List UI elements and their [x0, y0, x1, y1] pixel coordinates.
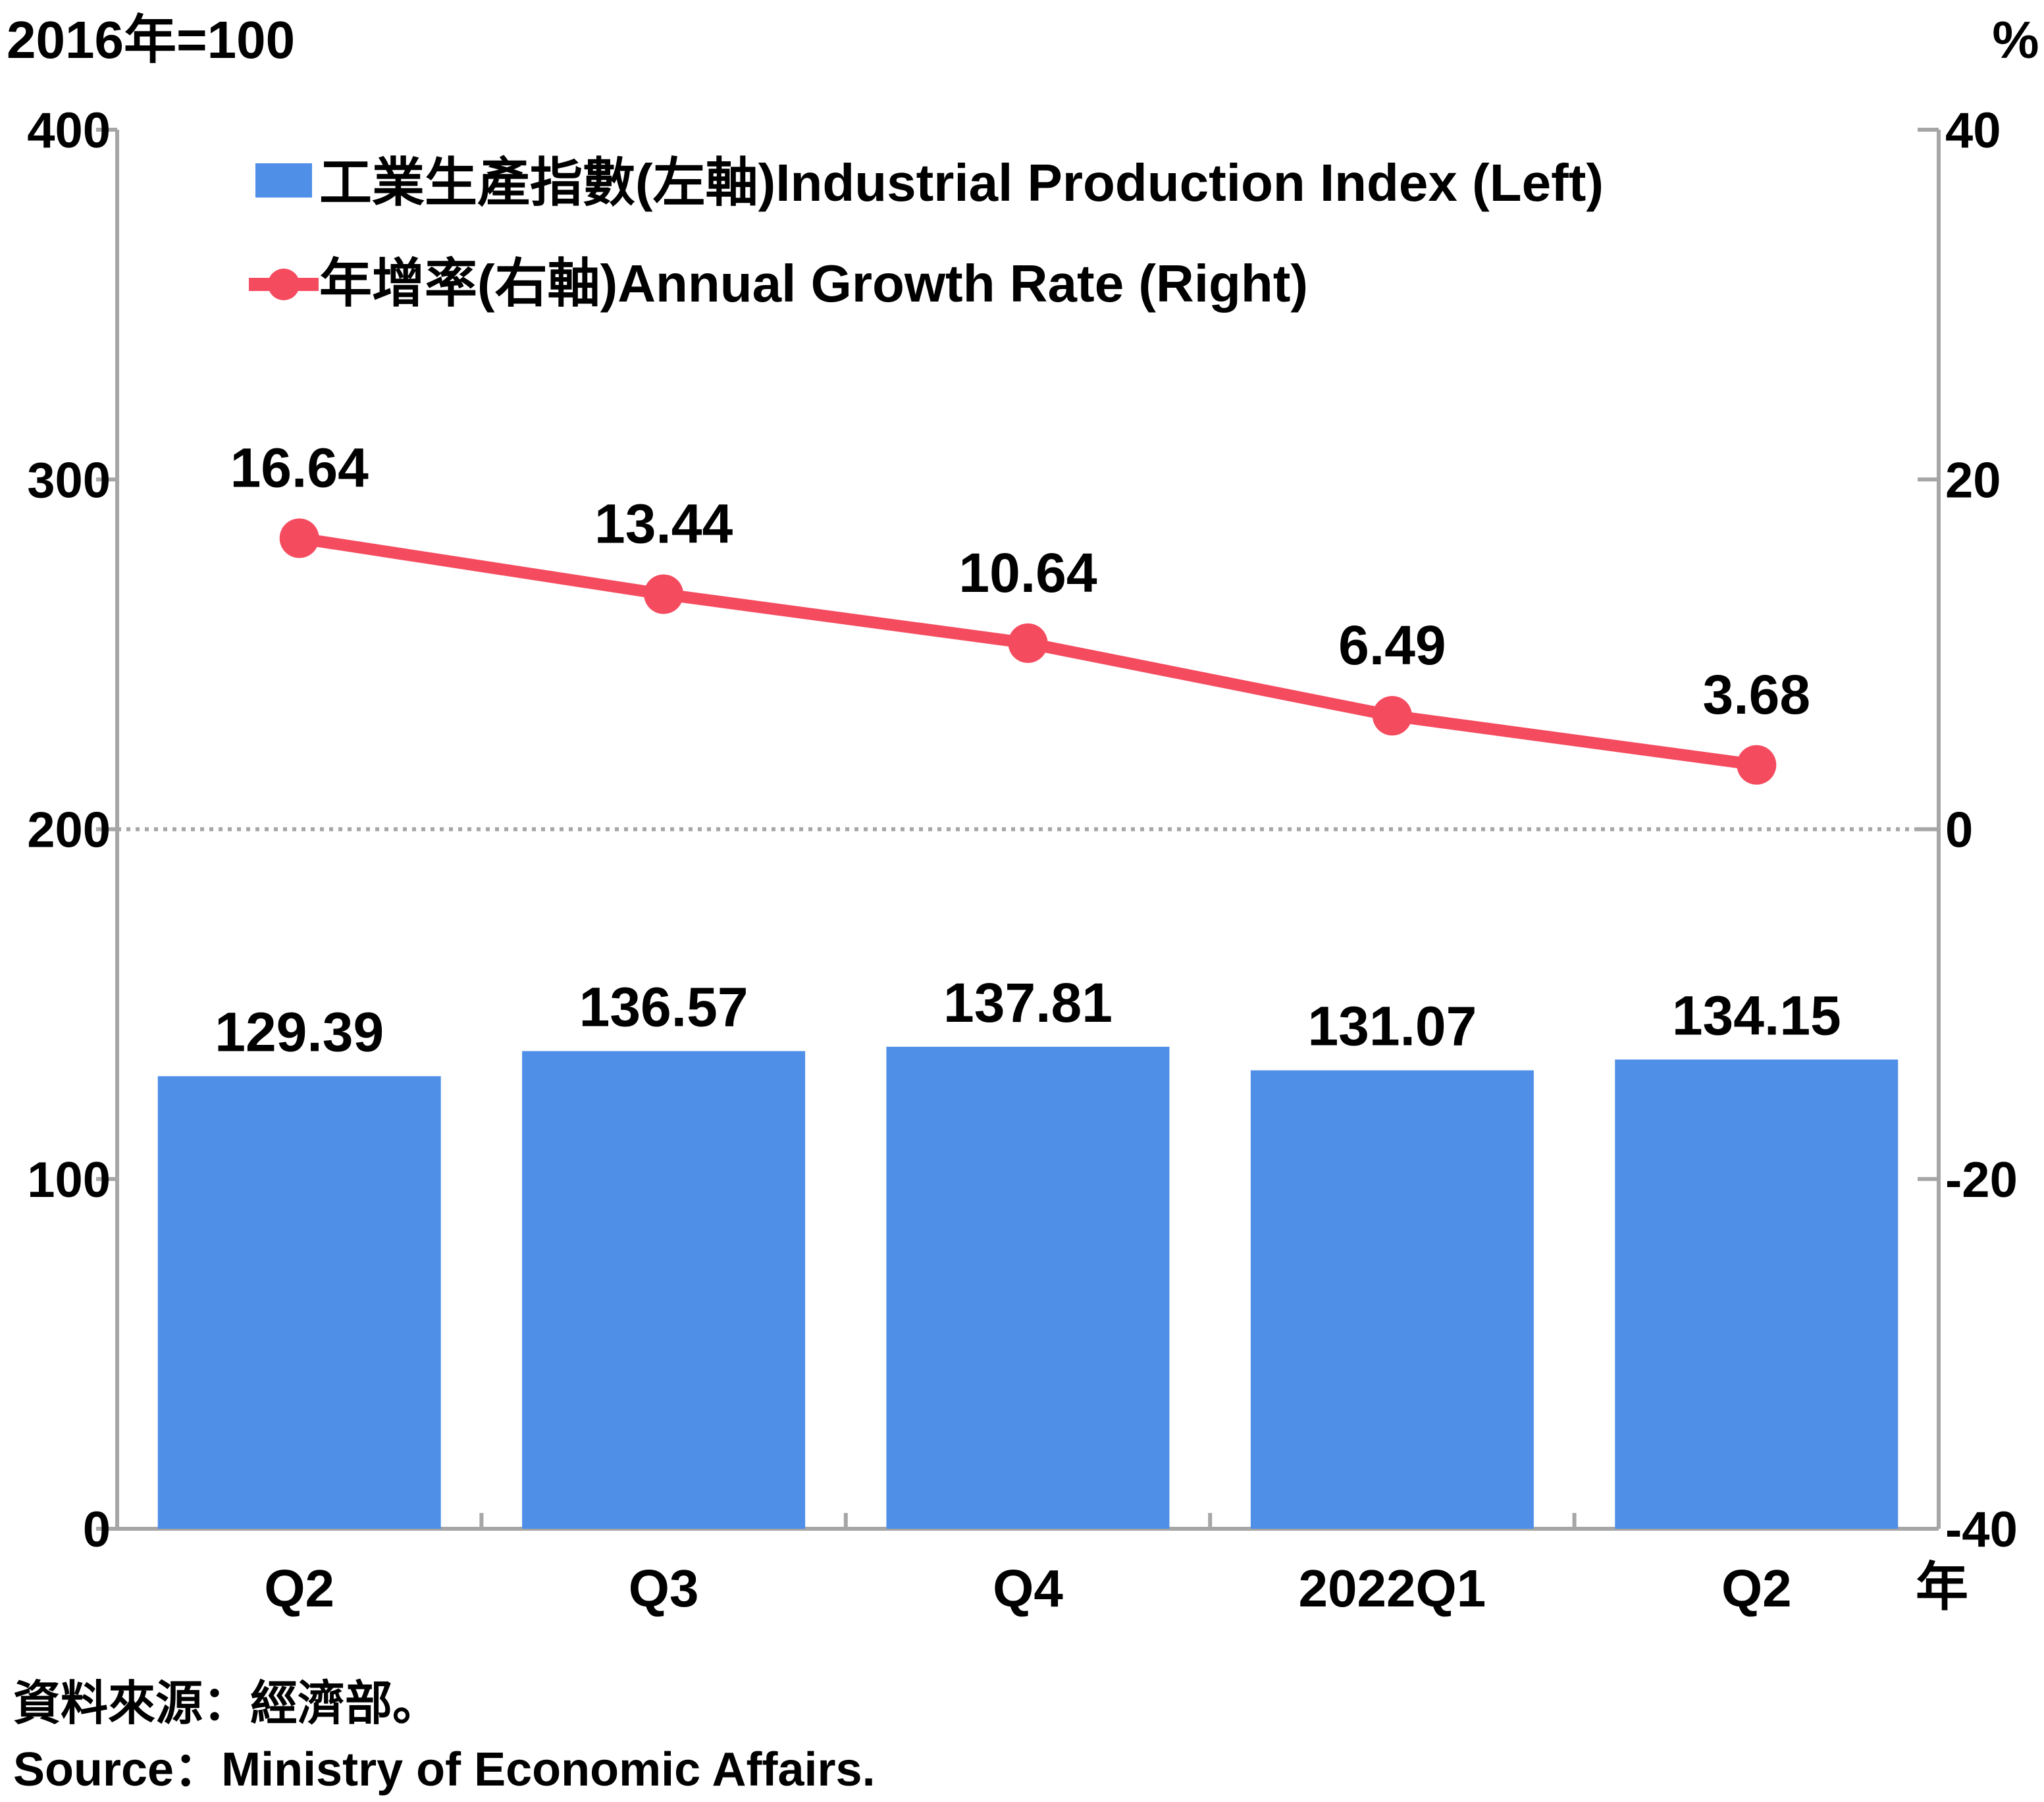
bar-series: [157, 1046, 1899, 1529]
bar-value-label: 136.57: [579, 976, 748, 1038]
legend-bar-swatch: [255, 163, 312, 198]
legend-bar-label: 工業生產指數(左軸)Industrial Production Index (L…: [319, 153, 1604, 212]
bar: [522, 1051, 806, 1529]
left-axis-tick-label: 0: [83, 1502, 111, 1558]
right-axis-tick-label: 20: [1945, 452, 2001, 508]
x-axis-unit: 年: [1916, 1558, 1968, 1616]
left-axis-tick-label: 200: [27, 803, 111, 859]
left-axis-tick-label: 400: [27, 103, 111, 159]
data-labels: 129.39 136.57 137.81 131.07 134.15 16.64 13.44…: [215, 437, 1841, 1063]
right-axis-tick-label: -20: [1945, 1152, 2018, 1208]
growth-point: [1737, 745, 1777, 785]
bar-value-label: 131.07: [1307, 995, 1477, 1057]
x-axis-category-label: 2022Q1: [1299, 1559, 1486, 1618]
bar-value-label: 134.15: [1672, 984, 1841, 1046]
x-axis-category-label: Q2: [1721, 1559, 1792, 1618]
right-axis-unit: %: [1992, 11, 2039, 69]
bar: [1250, 1070, 1534, 1529]
right-axis-tick-label: 40: [1945, 103, 2001, 159]
legend: 工業生產指數(左軸)Industrial Production Index (L…: [249, 153, 1604, 313]
bar: [157, 1076, 441, 1529]
growth-value-label: 16.64: [230, 437, 369, 499]
growth-point: [279, 518, 319, 558]
growth-point: [644, 574, 684, 614]
bar-value-label: 137.81: [943, 972, 1113, 1034]
growth-value-label: 6.49: [1338, 614, 1446, 676]
bar-value-label: 129.39: [215, 1001, 384, 1063]
legend-line-marker: [268, 269, 300, 300]
right-axis-tick-label: 0: [1945, 803, 1973, 859]
left-axis-tick-label: 300: [27, 452, 111, 508]
x-axis-category-label: Q4: [993, 1559, 1063, 1618]
bar: [886, 1046, 1170, 1529]
growth-point: [1372, 696, 1412, 736]
left-axis-tick-label: 100: [27, 1152, 111, 1208]
line-series: [279, 518, 1777, 785]
source-en: Source：Ministry of Economic Affairs.: [13, 1743, 876, 1796]
growth-value-label: 13.44: [594, 493, 733, 555]
source-zh: 資料來源：經濟部。: [13, 1678, 440, 1730]
legend-line-label: 年增率(右軸)Annual Growth Rate (Right): [319, 254, 1308, 313]
growth-value-label: 10.64: [958, 542, 1097, 604]
bar: [1615, 1059, 1899, 1529]
growth-value-label: 3.68: [1703, 664, 1811, 726]
right-axis-tick-label: -40: [1945, 1502, 2018, 1558]
left-axis-unit: 2016年=100: [7, 11, 295, 69]
axes: 0 100 200 300 400 -40 -20 0 20 40 Q2 Q3 Q4 2022Q1 Q2: [27, 103, 2018, 1618]
growth-point: [1008, 623, 1048, 663]
x-axis-category-label: Q3: [629, 1559, 699, 1618]
x-axis-category-label: Q2: [264, 1559, 334, 1618]
